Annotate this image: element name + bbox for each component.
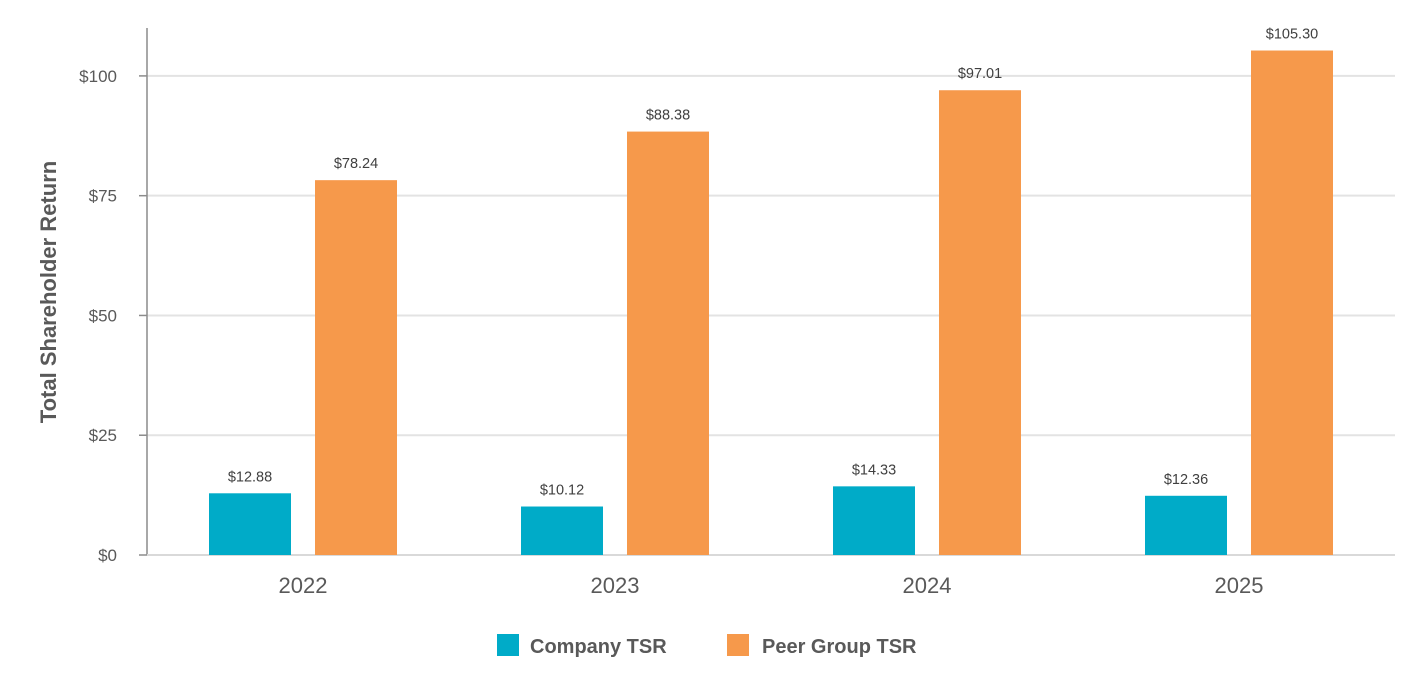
data-label-company-tsr-2022: $12.88 [228,469,272,485]
bar-company-tsr-2023 [521,506,603,555]
data-label-peer-group-tsr-2023: $88.38 [646,108,690,124]
bar-company-tsr-2024 [833,486,915,555]
y-tick-label: $25 [89,426,117,445]
data-label-company-tsr-2023: $10.12 [540,483,584,499]
x-tick-label-2025: 2025 [1215,573,1264,598]
bar-peer-group-tsr-2024 [939,90,1021,555]
data-label-peer-group-tsr-2022: $78.24 [334,156,378,172]
y-tick-label: $75 [89,187,117,206]
x-tick-label-2023: 2023 [591,573,640,598]
y-tick-label: $0 [98,546,117,565]
axes: $0 $25 $50 $75 $100 2022 2023 2024 2025 [79,28,1395,598]
data-label-company-tsr-2025: $12.36 [1164,472,1208,488]
legend: Company TSR Peer Group TSR [497,634,917,658]
legend-swatch-peer-group-tsr [727,634,749,656]
bar-peer-group-tsr-2025 [1251,50,1333,555]
bar-company-tsr-2025 [1145,495,1227,555]
y-axis-label: Total Shareholder Return [36,161,61,423]
data-label-company-tsr-2024: $14.33 [852,462,896,478]
bar-peer-group-tsr-2022 [315,180,397,555]
legend-label-peer-group-tsr: Peer Group TSR [762,636,917,658]
bars [209,50,1333,555]
data-label-peer-group-tsr-2025: $105.30 [1266,27,1318,43]
legend-label-company-tsr: Company TSR [530,636,667,658]
x-tick-label-2024: 2024 [903,573,952,598]
data-labels: $12.88 $78.24 $10.12 $88.38 $14.33 $97.01 $12.… [228,27,1318,499]
data-label-peer-group-tsr-2024: $97.01 [958,66,1002,82]
legend-swatch-company-tsr [497,634,519,656]
bar-peer-group-tsr-2023 [627,131,709,555]
y-tick-label: $50 [89,306,117,325]
bar-company-tsr-2022 [209,493,291,555]
x-tick-label-2022: 2022 [279,573,328,598]
y-tick-label: $100 [79,67,117,86]
